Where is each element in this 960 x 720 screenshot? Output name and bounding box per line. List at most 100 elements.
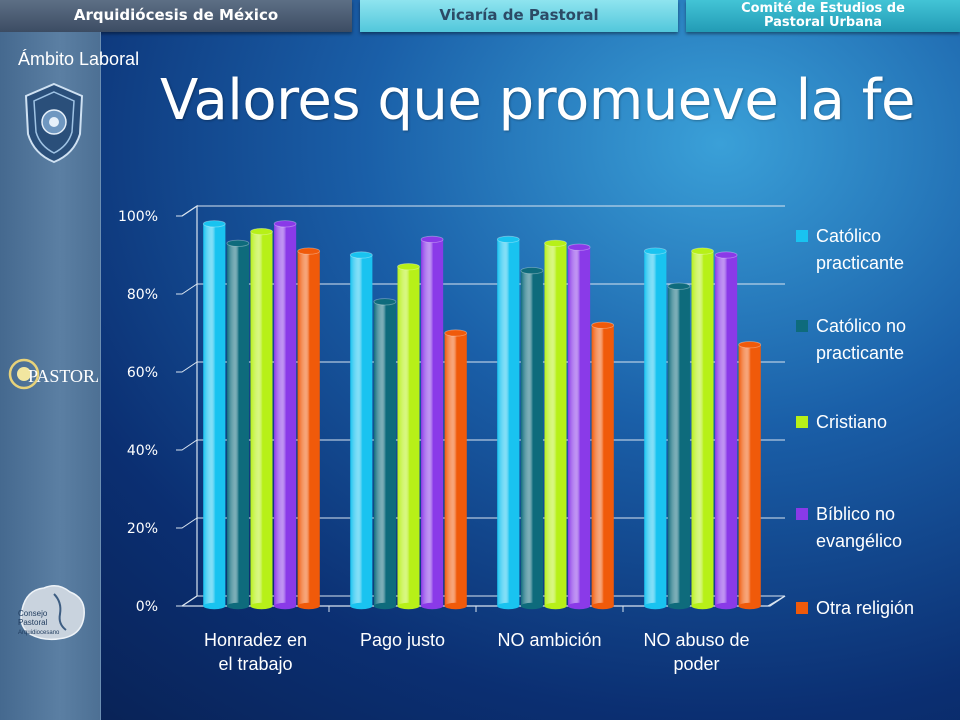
bar [373, 298, 397, 610]
x-tick-label: el trabajo [218, 654, 292, 674]
bar-shading [520, 270, 543, 606]
consejo-logo-line3: Arquidiocesano [18, 630, 60, 636]
bar [202, 220, 226, 610]
bar-top [691, 247, 714, 255]
y-tick-label: 20% [127, 521, 158, 537]
y-tick-label: 40% [127, 443, 158, 459]
bar-base [421, 602, 444, 610]
tab-vicaria-label: Vicaría de Pastoral [439, 6, 599, 25]
bar-top [397, 263, 420, 271]
tab-arquidiocesis[interactable]: Arquidiócesis de México [0, 0, 352, 32]
bar-base [715, 602, 738, 610]
pastoral-logo-text: PASTORAL [28, 366, 98, 386]
bar [349, 251, 373, 610]
x-tick-label: NO ambición [497, 630, 601, 650]
bar-shading [226, 243, 249, 607]
legend-label: practicante [816, 253, 904, 273]
bar-base [644, 602, 667, 610]
bar-top [273, 220, 297, 228]
bar [496, 235, 520, 610]
tab-arquidiocesis-label: Arquidiócesis de México [73, 6, 279, 25]
bar-top [520, 266, 544, 275]
legend-label: Católico no [816, 316, 906, 336]
pastoral-logo: PASTORAL [8, 358, 98, 390]
legend-swatch [796, 602, 808, 614]
chart-gridlines [176, 204, 786, 612]
bar-shading [591, 325, 614, 606]
bar-top [667, 282, 691, 290]
bar-shading [203, 223, 226, 607]
bar-base [738, 602, 761, 610]
bar-top [496, 235, 520, 243]
bar-base [203, 602, 226, 610]
x-tick-label: NO abuso de [643, 630, 749, 650]
slide-title: Valores que promueve la fe [160, 68, 915, 133]
legend-swatch [796, 416, 808, 428]
consejo-pastoral-logo: Consejo Pastoral Arquidiocesano [18, 585, 85, 641]
bar-base [444, 602, 467, 610]
chart-legend: Católico practicante Católico no practicant… [796, 226, 914, 618]
legend-swatch [796, 320, 808, 332]
tab-comite[interactable]: Comité de Estudios de Pastoral Urbana [686, 0, 960, 32]
consejo-logo-line2: Pastoral [18, 618, 48, 627]
tab-comite-label-line2: Pastoral Urbana [763, 15, 883, 30]
bar-base [667, 602, 690, 610]
bar [444, 329, 468, 610]
y-tick-label: 80% [127, 287, 158, 303]
bar-top [297, 247, 321, 255]
bar [643, 247, 667, 610]
legend-swatch [796, 230, 808, 242]
x-tick-label: poder [673, 654, 719, 674]
bar-top [444, 329, 468, 337]
bar [250, 228, 273, 610]
bar-shading [350, 255, 373, 606]
bar-shading [715, 255, 738, 606]
bar-base [297, 602, 320, 610]
bar-shading [397, 266, 420, 606]
tab-vicaria[interactable]: Vicaría de Pastoral [360, 0, 678, 32]
y-tick-label: 100% [118, 209, 158, 225]
bar [226, 239, 250, 610]
bar [397, 263, 420, 610]
bar [420, 235, 444, 610]
bar [667, 282, 691, 610]
bar-top [226, 239, 250, 247]
chart-bars [202, 220, 762, 610]
bar-base [250, 602, 273, 610]
bar-shading [421, 239, 444, 606]
seal-logo [24, 82, 84, 164]
chart-gridline [176, 361, 785, 373]
bar-top [202, 220, 226, 228]
bar [297, 247, 321, 610]
bar-top [714, 251, 738, 259]
x-tick-label: Honradez en [204, 630, 307, 650]
chart-gridline [176, 595, 785, 607]
bar-base [691, 602, 714, 610]
bar-top [591, 321, 615, 329]
bar [591, 321, 615, 610]
bar-top [420, 235, 444, 243]
chart-gridline [176, 283, 785, 295]
bar-base [544, 602, 567, 610]
bar-shading [444, 333, 467, 606]
bar-shading [544, 243, 567, 607]
legend-swatch [796, 508, 808, 520]
bar-top [373, 298, 397, 306]
x-tick-label: Pago justo [360, 630, 445, 650]
bar-top [567, 243, 591, 251]
bar-base [568, 602, 591, 610]
section-label: Ámbito Laboral [18, 49, 140, 69]
bar [691, 247, 714, 610]
bar-shading [297, 251, 320, 606]
bar-base [520, 602, 543, 610]
bar-shading [644, 251, 667, 606]
tab-comite-label-line1: Comité de Estudios de [741, 1, 905, 17]
chart-y-axis: 0% 20% 40% 60% 80% 100% [118, 209, 158, 615]
bar-base [397, 602, 420, 610]
y-tick-label: 60% [127, 365, 158, 381]
bar-shading [738, 344, 761, 606]
bar-base [373, 602, 396, 610]
bar-shading [691, 251, 714, 606]
